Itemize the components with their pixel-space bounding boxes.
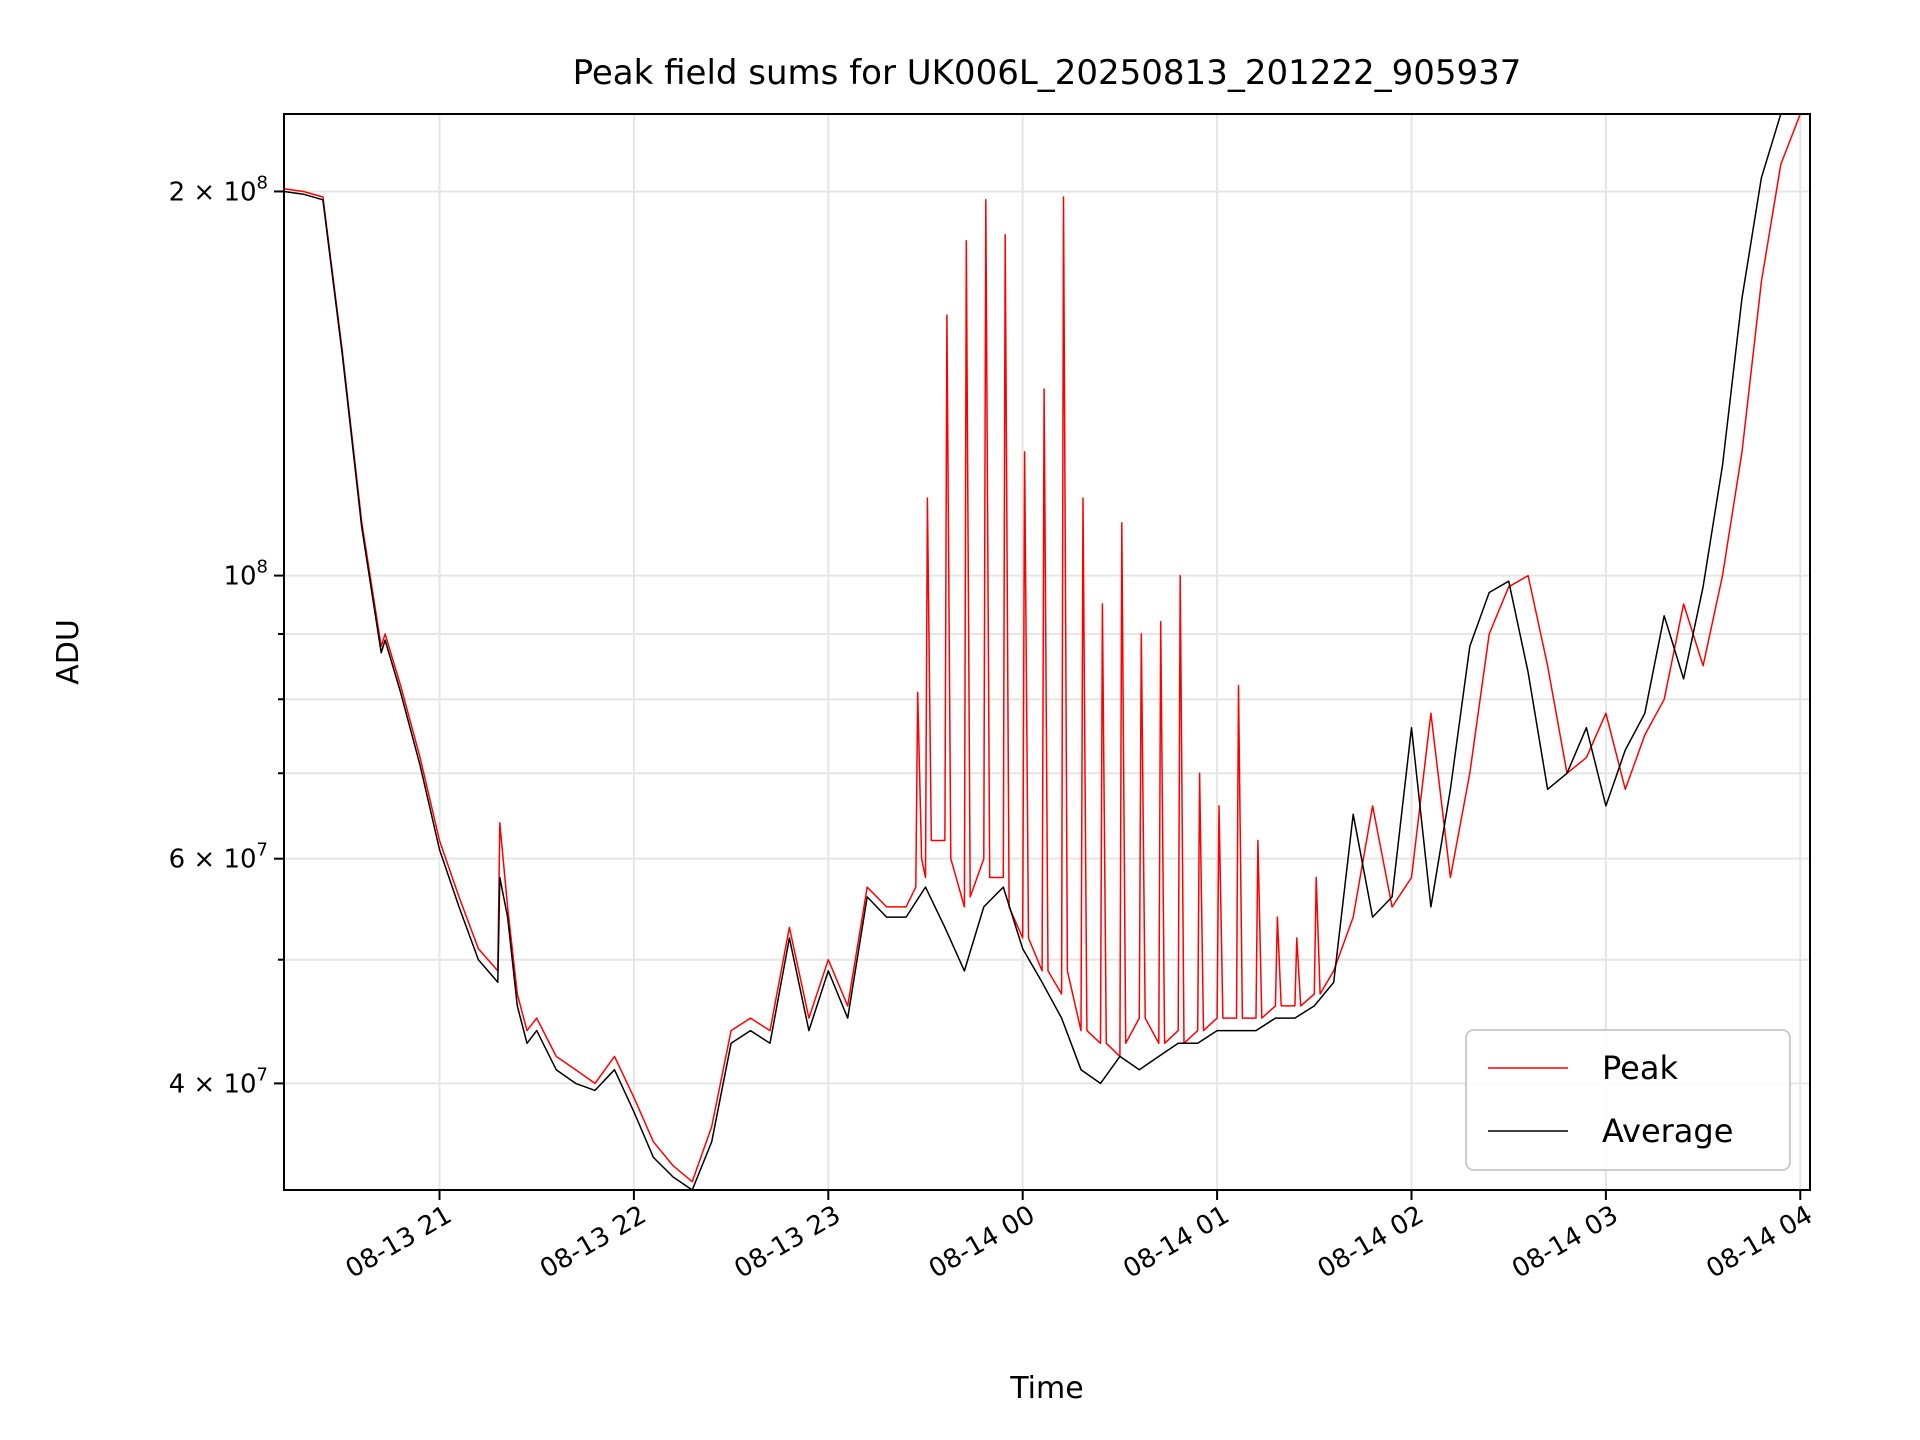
series-line-average [284,114,1784,1190]
y-tick-exponent: 8 [257,172,268,193]
chart-title: Peak field sums for UK006L_20250813_2012… [573,53,1522,93]
y-tick-mantissa: 10 [223,562,256,592]
y-axis-label: ADU [51,619,86,685]
y-tick-label: 2 × 108 [169,172,268,207]
y-tick-label: 6 × 107 [169,840,268,875]
plot-area [284,114,1801,1190]
y-tick-label: 4 × 107 [169,1064,268,1099]
legend: Peak Average [1465,1029,1791,1171]
x-axis-label: Time [1009,1371,1083,1406]
legend-box [1465,1029,1791,1171]
y-tick-exponent: 8 [257,557,268,578]
y-tick-mantissa: 6 × 10 [169,845,257,875]
series-line-peak [284,114,1801,1183]
y-tick-mantissa: 2 × 10 [169,177,257,207]
plot-frame [283,113,1811,1191]
y-tick-exponent: 7 [257,840,268,861]
y-tick-mantissa: 4 × 10 [169,1069,257,1099]
y-tick-exponent: 7 [257,1064,268,1085]
legend-label-average: Average [1602,1112,1733,1150]
legend-label-peak: Peak [1602,1049,1678,1087]
y-tick-label: 108 [223,557,268,592]
